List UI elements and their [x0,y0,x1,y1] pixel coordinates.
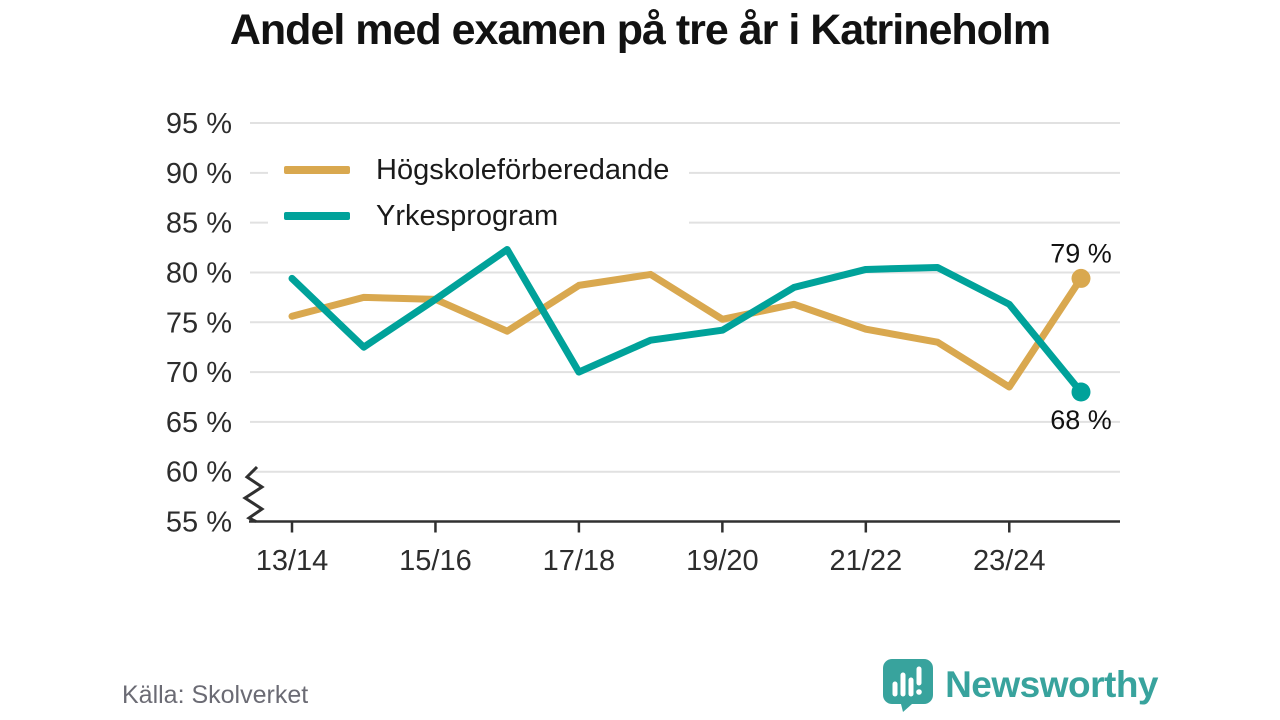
newsworthy-logo: Newsworthy [882,658,1158,712]
y-axis-tick-label: 65 % [166,407,232,439]
x-axis-tick-label: 17/18 [543,545,616,577]
y-axis-tick-label: 90 % [166,158,232,190]
x-axis-tick-label: 13/14 [256,545,329,577]
legend-swatch-yrkesprogram [284,212,350,220]
y-axis-tick-label: 60 % [166,457,232,489]
y-axis-tick-label: 80 % [166,257,232,289]
y-axis-tick-label: 55 % [166,507,232,539]
series-end-label-1: 68 % [1050,405,1112,435]
source-text: Källa: Skolverket [122,681,309,709]
x-axis-tick-label: 23/24 [973,545,1046,577]
series-end-label-0: 79 % [1050,238,1112,268]
series-line-1 [288,246,1085,396]
x-axis-tick-label: 15/16 [399,545,472,577]
series-end-dot-1 [1071,382,1091,402]
brand-name: Newsworthy [945,664,1158,705]
legend-swatch-hogskoleforberedande [284,166,350,174]
y-axis-tick-label: 85 % [166,208,232,240]
y-axis-tick-label: 70 % [166,357,232,389]
legend-label: Högskoleförberedande [376,153,670,186]
legend: Högskoleförberedande Yrkesprogram [268,143,690,243]
legend-item-yrkesprogram: Yrkesprogram [284,193,669,239]
series-line-0 [288,270,1085,391]
legend-label: Yrkesprogram [376,199,559,232]
y-axis-tick-label: 95 % [166,108,232,140]
chart-title: Andel med examen på tre år i Katrineholm [229,6,1051,54]
speech-bubble-bar-chart-icon [883,659,934,712]
x-axis-tick-label: 21/22 [830,545,903,577]
legend-item-hogskoleforberedande: Högskoleförberedande [284,147,669,193]
series-end-dot-0 [1071,268,1091,288]
axis-break-icon [242,465,265,523]
x-axis-tick-label: 19/20 [686,545,759,577]
y-axis-tick-label: 75 % [166,307,232,339]
